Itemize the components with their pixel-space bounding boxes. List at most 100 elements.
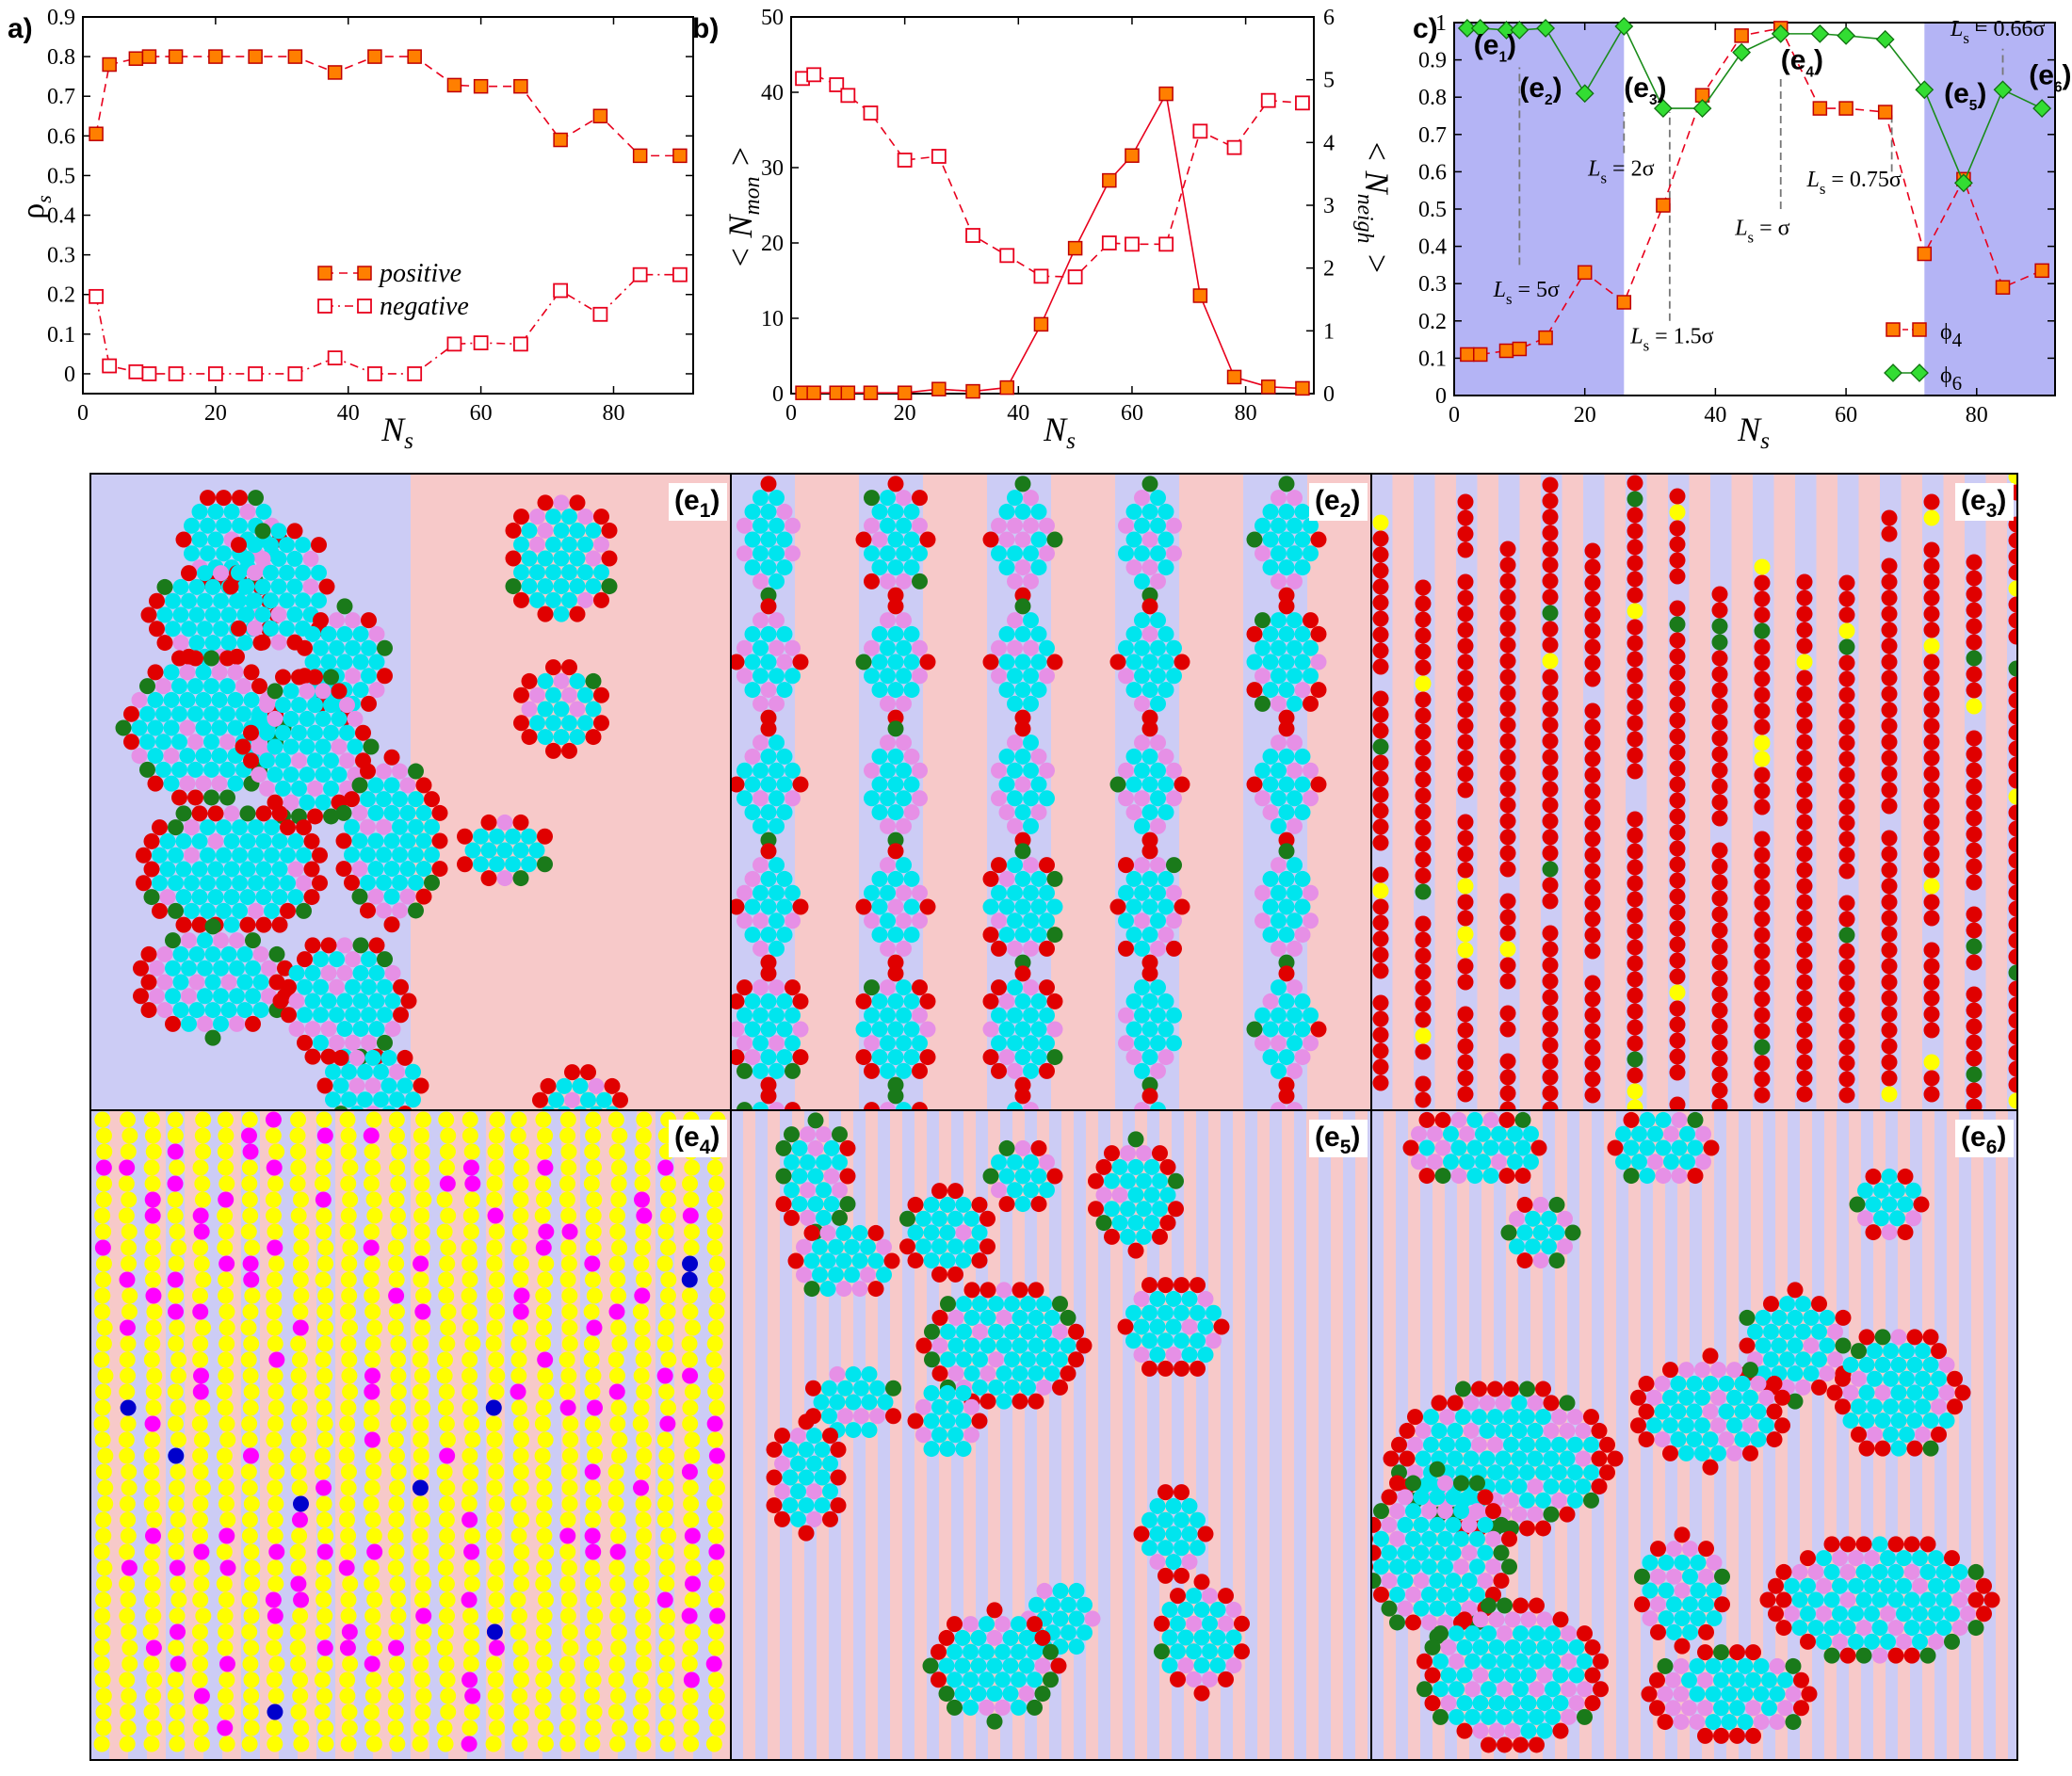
bead (320, 654, 337, 670)
bead (1456, 1695, 1473, 1712)
bead (513, 1159, 530, 1176)
bead (887, 1049, 904, 1066)
bead (510, 1399, 527, 1416)
bead (887, 993, 904, 1009)
bead (376, 874, 392, 891)
bead (1774, 1389, 1790, 1406)
bead (1117, 1318, 1134, 1335)
bead (1012, 1337, 1028, 1354)
bead (172, 635, 189, 652)
bead (760, 1049, 777, 1066)
bead (876, 1238, 892, 1255)
bead (143, 1736, 160, 1752)
bead (851, 1224, 868, 1241)
bead (390, 1383, 407, 1400)
bead (512, 1447, 529, 1464)
bead (792, 993, 809, 1009)
bead (163, 719, 180, 736)
bead (912, 884, 928, 901)
bead (1630, 1389, 1646, 1406)
bead (340, 1463, 357, 1480)
bead (1372, 562, 1389, 579)
bead (706, 1159, 723, 1176)
bead (1262, 993, 1279, 1009)
bead (1542, 1053, 1559, 1070)
bead (146, 1367, 163, 1384)
bead (1011, 1616, 1027, 1633)
bead (244, 1287, 261, 1304)
bead (147, 719, 164, 736)
bead (1450, 1168, 1467, 1185)
chart-a-ylabel-sub: s (32, 195, 56, 203)
bead (589, 1106, 604, 1110)
bead (1014, 559, 1031, 576)
bead (299, 710, 316, 727)
bead (267, 1703, 283, 1720)
bead (1150, 573, 1166, 589)
bead (267, 1527, 283, 1544)
bead (1372, 882, 1389, 899)
bead (1023, 817, 1039, 834)
bead (1721, 1686, 1738, 1703)
bead (1485, 1503, 1501, 1520)
bead (1023, 612, 1039, 629)
bead (193, 1255, 210, 1272)
bead (1561, 1625, 1577, 1642)
bead (316, 1223, 332, 1240)
bead (1477, 1544, 1494, 1561)
bead (187, 789, 203, 806)
bead (1166, 940, 1182, 957)
bead (1551, 1436, 1567, 1453)
bead (168, 1447, 185, 1464)
bead (1413, 1600, 1430, 1617)
bead (1415, 803, 1432, 820)
bead (1150, 857, 1166, 874)
bead (95, 1527, 112, 1544)
bead (760, 503, 777, 520)
bead (399, 888, 416, 905)
bead (1552, 1611, 1569, 1628)
chart-c-ytick-label: 0.4 (1418, 235, 1447, 260)
bead (1507, 1154, 1523, 1171)
bead (828, 1238, 844, 1255)
bead (1497, 1653, 1513, 1670)
bead (259, 780, 275, 797)
bead (241, 1415, 258, 1432)
bead (800, 1126, 816, 1143)
bead (1796, 734, 1813, 751)
bead (146, 1671, 163, 1688)
bead (1761, 1700, 1777, 1717)
bead (1141, 748, 1158, 765)
bead (1967, 1620, 1984, 1637)
bead (1461, 1516, 1478, 1533)
bead (1674, 1610, 1691, 1627)
bead (605, 1106, 620, 1110)
bead (903, 804, 920, 821)
bead (776, 503, 793, 520)
bead (254, 550, 271, 567)
bead (1482, 1111, 1499, 1128)
bead (1938, 1356, 1955, 1373)
bead (1655, 1139, 1672, 1156)
bead (461, 1591, 478, 1608)
bead (887, 965, 904, 982)
bead (1150, 762, 1166, 779)
bead (753, 639, 769, 656)
bead (1835, 1398, 1851, 1415)
bead (1638, 1431, 1655, 1448)
bead (1287, 735, 1303, 751)
bead (1951, 1563, 1968, 1580)
bead (2008, 852, 2017, 869)
bead (1372, 1010, 1389, 1027)
bead (194, 1399, 211, 1416)
bead (1838, 622, 1855, 639)
bead (119, 1736, 136, 1752)
bead (342, 1575, 359, 1592)
bead (136, 847, 152, 864)
bead (223, 503, 240, 520)
bead (217, 1207, 234, 1224)
bead (316, 1077, 333, 1094)
bead (320, 993, 337, 1009)
snapshot-label-3: (e3) (1961, 485, 2006, 522)
bead (1839, 1647, 1856, 1664)
